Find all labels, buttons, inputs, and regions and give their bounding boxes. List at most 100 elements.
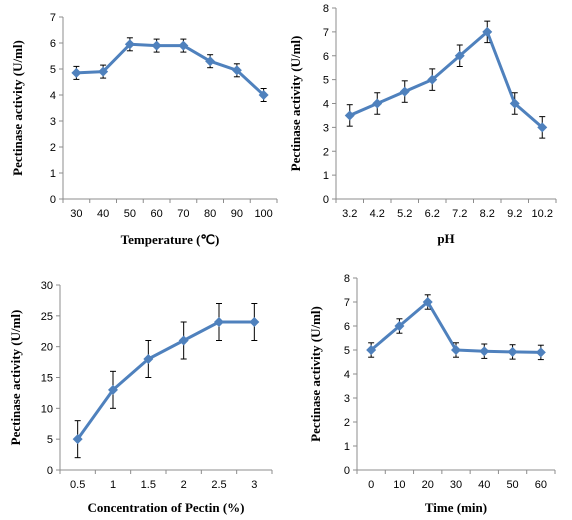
x-tick-label: 60 <box>151 208 163 220</box>
x-axis-title: pH <box>437 231 454 246</box>
data-point <box>72 434 83 445</box>
x-tick-label: 40 <box>97 208 109 220</box>
data-point <box>151 40 162 51</box>
y-tick-label: 5 <box>323 75 329 87</box>
y-tick-label: 7 <box>323 27 329 39</box>
x-tick-label: 30 <box>70 208 82 220</box>
y-tick-label: 3 <box>344 393 350 405</box>
x-axis-title: Time (min) <box>425 500 487 515</box>
data-point <box>344 110 355 121</box>
x-tick-label: 9.2 <box>507 208 522 220</box>
y-tick-label: 7 <box>344 297 350 309</box>
x-tick-label: 50 <box>124 208 136 220</box>
x-tick-label: 20 <box>422 479 434 491</box>
x-tick-label: 80 <box>204 208 216 220</box>
chart-ph: 0 1 2 3 4 5 6 7 8 3.2 4.2 5.2 6.2 7.2 8.2 9.2 10.2 pH Pect… <box>288 3 557 246</box>
data-point <box>258 90 269 100</box>
y-tick-label: 6 <box>323 51 329 63</box>
data-point <box>231 65 242 76</box>
y-tick-label: 6 <box>344 321 350 333</box>
y-tick-label: 5 <box>47 434 53 446</box>
x-tick-label: 1 <box>110 479 116 491</box>
data-point <box>454 50 465 61</box>
y-tick-label: 25 <box>41 311 53 323</box>
x-tick-label: 10 <box>393 479 405 491</box>
chart-pectin-concentration: 0 5 10 15 20 25 30 0.5 1 1.5 2 2.5 3 Concentration of… <box>8 280 273 515</box>
x-tick-label: 10.2 <box>532 208 553 220</box>
data-point <box>479 346 490 357</box>
y-tick-label: 2 <box>344 417 350 429</box>
y-tick-label: 4 <box>50 90 56 102</box>
y-axis-title: Pectinase activity (U/ml) <box>10 40 25 176</box>
data-point <box>366 345 377 355</box>
y-tick-label: 8 <box>323 3 329 15</box>
data-point <box>451 345 461 355</box>
y-tick-label: 1 <box>344 441 350 453</box>
y-tick-label: 4 <box>344 369 350 381</box>
x-tick-label: 8.2 <box>480 208 495 220</box>
x-tick-label: 5.2 <box>397 208 412 220</box>
y-tick-label: 30 <box>41 280 53 292</box>
chart-temperature: 0 1 2 3 4 5 6 7 30 40 50 60 70 80 90 100 Temperature (℃)… <box>10 12 278 247</box>
y-tick-label: 2 <box>323 146 329 158</box>
data-point <box>178 335 189 346</box>
x-tick-label: 6.2 <box>425 208 440 220</box>
data-point <box>249 317 260 327</box>
y-tick-label: 1 <box>50 168 56 180</box>
y-tick-label: 3 <box>50 116 56 128</box>
x-tick-label: 50 <box>506 479 518 491</box>
x-tick-label: 0 <box>368 479 374 491</box>
y-tick-label: 0 <box>50 194 56 206</box>
y-tick-label: 10 <box>41 403 53 415</box>
y-tick-label: 20 <box>41 342 53 354</box>
x-tick-label: 2.5 <box>211 479 226 491</box>
data-point <box>427 74 438 85</box>
y-tick-label: 2 <box>50 142 56 154</box>
data-point <box>507 346 518 357</box>
y-tick-label: 3 <box>323 122 329 134</box>
data-point <box>422 297 433 307</box>
y-tick-label: 1 <box>323 170 329 182</box>
y-tick-label: 4 <box>323 99 329 111</box>
x-tick-label: 30 <box>450 479 462 491</box>
x-tick-label: 3.2 <box>342 208 357 220</box>
x-tick-label: 1.5 <box>141 479 156 491</box>
data-point <box>535 347 546 358</box>
x-tick-label: 40 <box>478 479 490 491</box>
data-point <box>98 66 109 77</box>
x-tick-label: 70 <box>177 208 189 220</box>
series-line <box>76 320 255 441</box>
data-point <box>394 321 405 331</box>
series-line <box>76 42 265 97</box>
x-tick-label: 3 <box>251 479 257 491</box>
data-point <box>509 98 520 109</box>
y-axis-title: Pectinase activity (U/ml) <box>288 36 303 172</box>
x-tick-label: 2 <box>181 479 187 491</box>
data-point <box>399 86 410 97</box>
data-point <box>537 122 548 133</box>
y-tick-label: 0 <box>344 465 350 477</box>
x-tick-label: 60 <box>535 479 547 491</box>
y-tick-label: 5 <box>344 345 350 357</box>
x-axis-title: Temperature (℃) <box>121 232 220 247</box>
y-tick-label: 15 <box>41 373 53 385</box>
chart-time: 0 1 2 3 4 5 6 7 8 0 10 20 30 40 50 60 Time (min) Pectinas… <box>308 273 556 515</box>
y-tick-label: 5 <box>50 64 56 76</box>
x-tick-label: 4.2 <box>370 208 385 220</box>
x-tick-label: 0.5 <box>70 479 85 491</box>
data-point <box>143 354 154 364</box>
y-tick-label: 0 <box>323 194 329 206</box>
data-point <box>372 98 383 109</box>
y-tick-label: 8 <box>344 273 350 285</box>
y-axis-title: Pectinase activity (U/ml) <box>308 306 323 442</box>
data-point <box>71 67 82 78</box>
y-axis-title: Pectinase activity (U/ml) <box>8 310 23 446</box>
data-point <box>482 26 493 37</box>
data-point <box>124 39 135 50</box>
x-tick-label: 7.2 <box>452 208 467 220</box>
data-point <box>108 384 118 395</box>
x-tick-label: 90 <box>231 208 243 220</box>
y-tick-label: 7 <box>50 12 56 24</box>
y-tick-label: 0 <box>47 465 53 477</box>
